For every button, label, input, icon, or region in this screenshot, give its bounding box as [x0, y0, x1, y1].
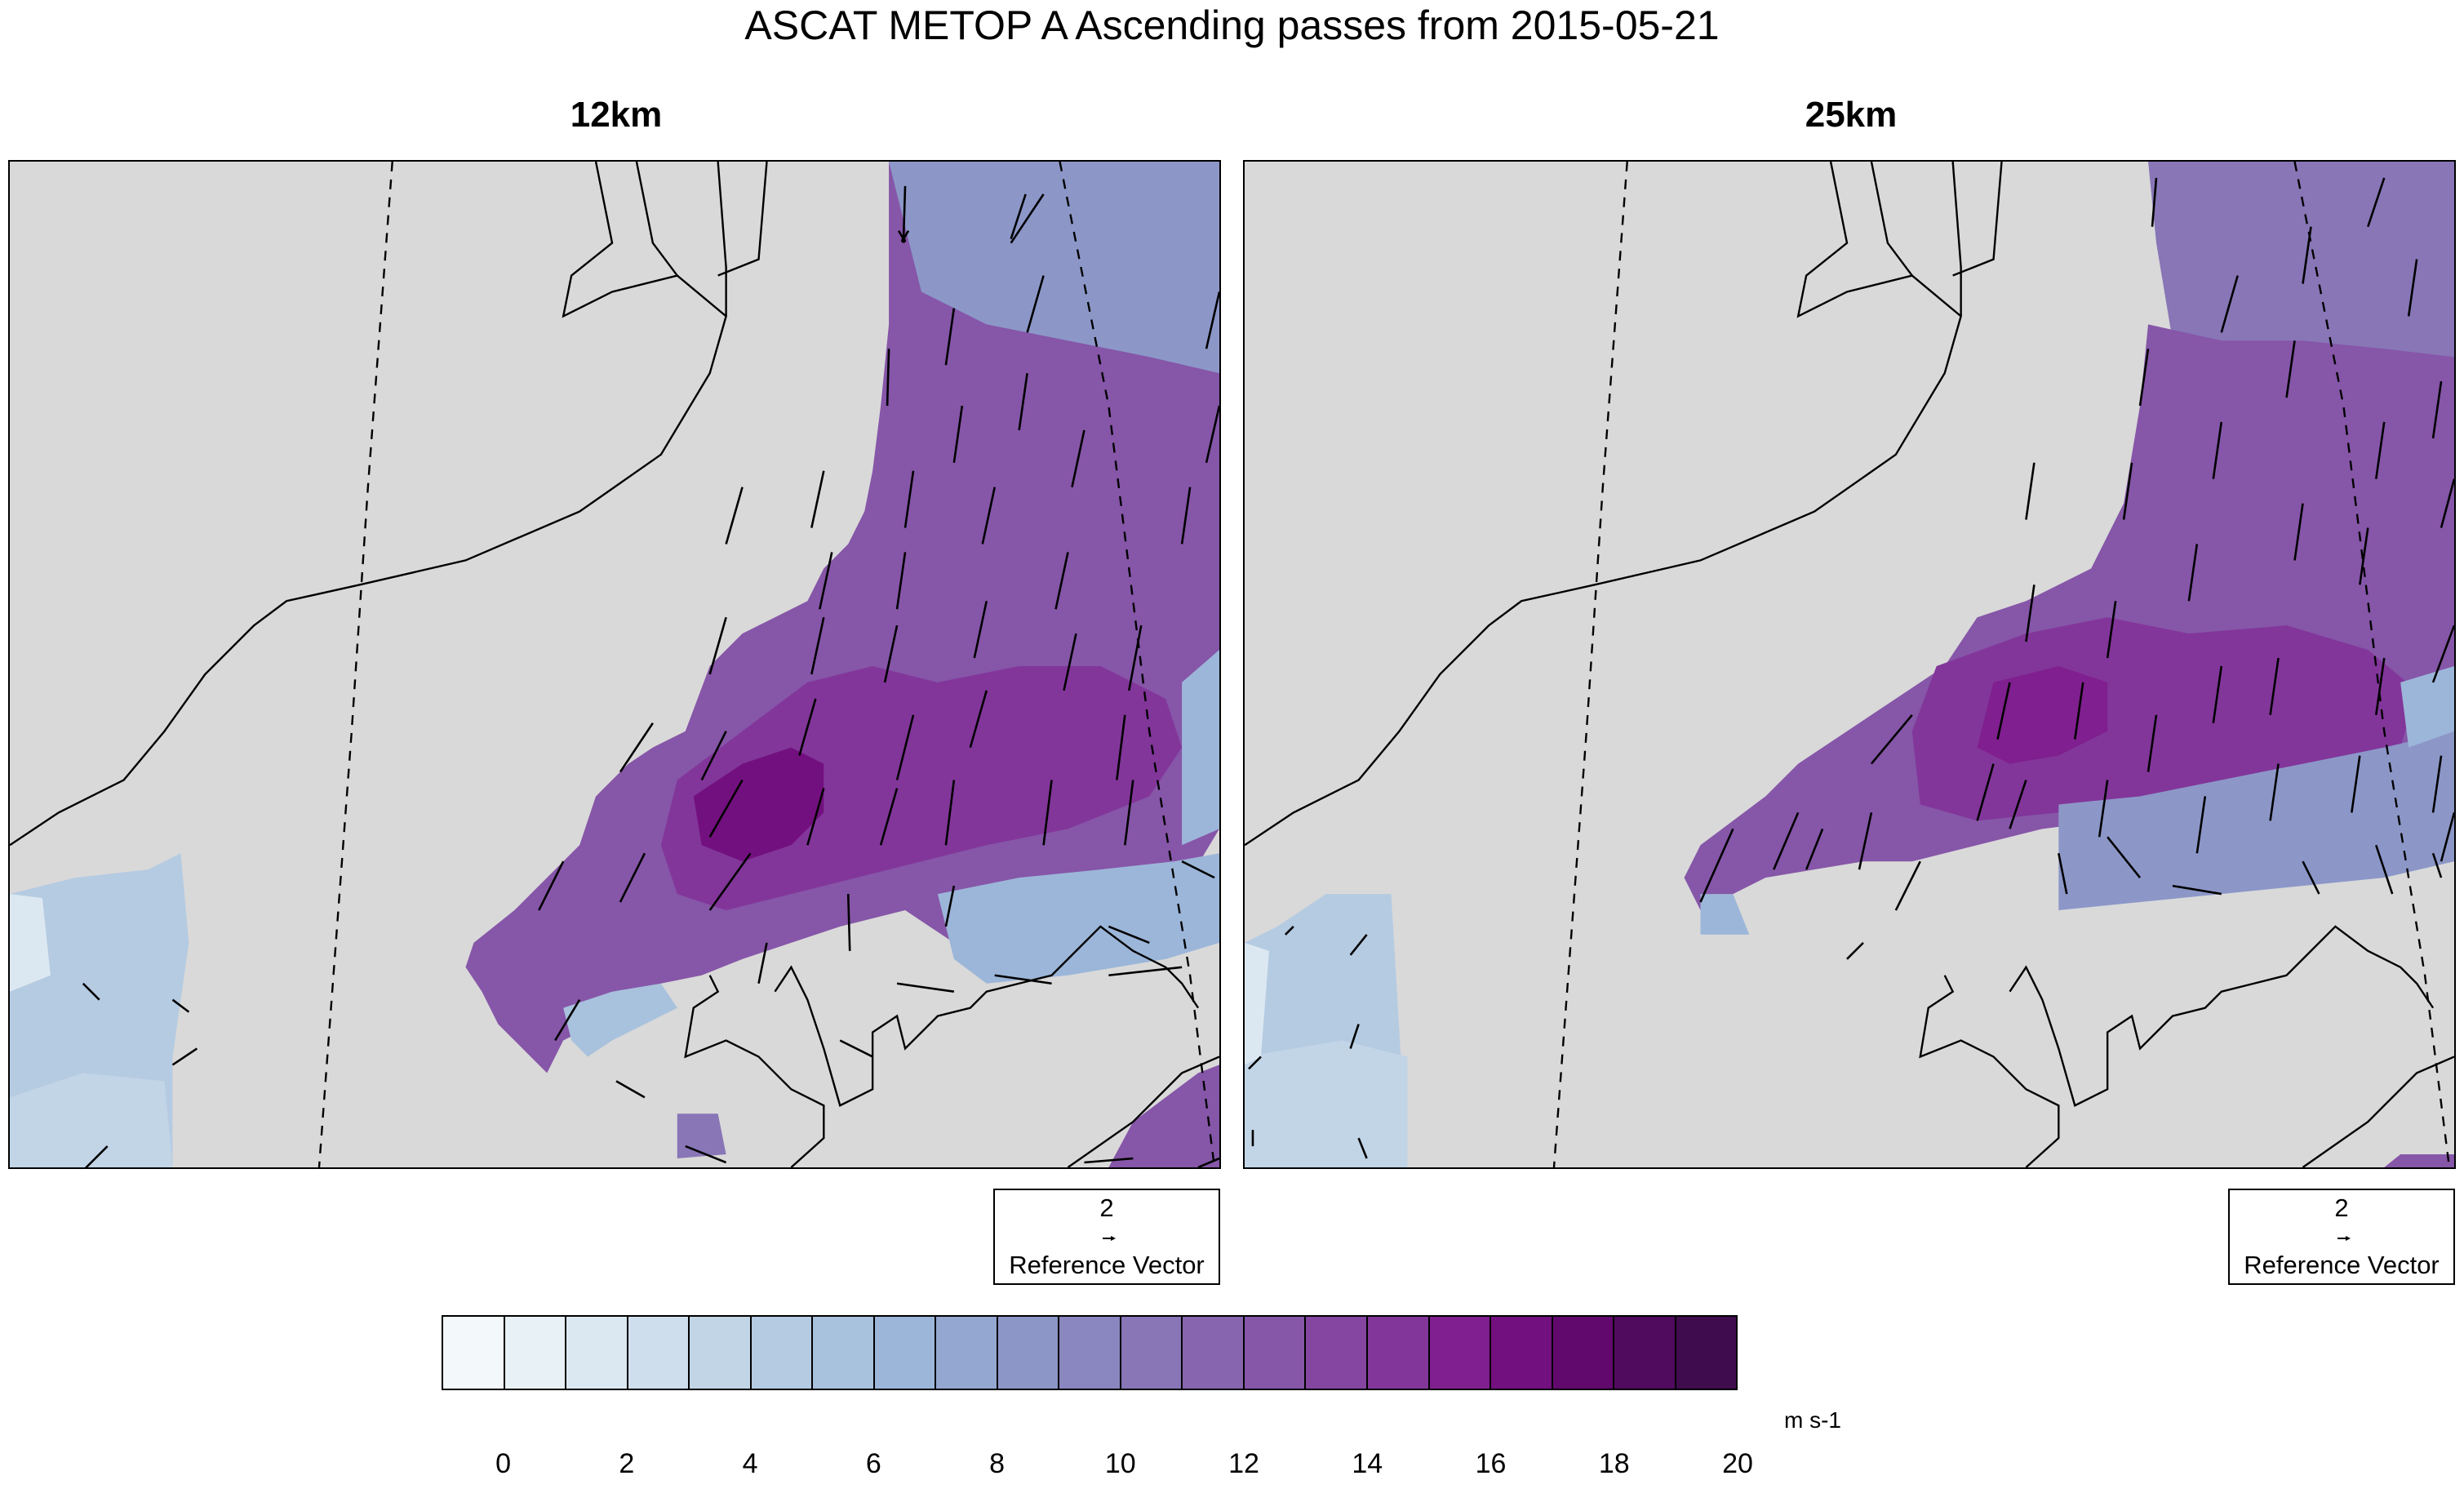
reference-arrow-icon [1103, 1236, 1116, 1241]
colorbar-cell [1676, 1317, 1737, 1389]
colorbar [442, 1315, 1738, 1390]
colorbar-cell [1306, 1317, 1368, 1389]
reference-vector-box-12km: 2 Reference Vector [993, 1189, 1220, 1285]
colorbar-tick-label: 8 [989, 1448, 1006, 1479]
reference-vector-value: 2 [2334, 1193, 2349, 1222]
wind-vector-heads-12km [901, 238, 907, 243]
colorbar-tick-label: 14 [1352, 1448, 1383, 1479]
wind-vectors-12km [82, 185, 1219, 1167]
wind-field-25km [1245, 162, 2454, 1167]
colorbar-cell [628, 1317, 690, 1389]
panel-title-25km: 25km [1805, 95, 1898, 135]
colorbar-cell [566, 1317, 628, 1389]
colorbar-cell [1059, 1317, 1121, 1389]
meridians-12km [317, 162, 1216, 1167]
colorbar-cell [1491, 1317, 1553, 1389]
wind-field-12km [10, 162, 1219, 1167]
colorbar-tick-label: 6 [865, 1448, 881, 1479]
map-12km-canvas [10, 162, 1219, 1167]
coastlines-12km [10, 162, 1219, 1167]
colorbar-cell [690, 1317, 752, 1389]
colorbar-cell [504, 1317, 567, 1389]
colorbar-tick-label: 0 [495, 1448, 512, 1479]
panel-title-12km: 12km [570, 95, 663, 135]
coastlines-25km [1245, 162, 2454, 1167]
colorbar-tick-label: 16 [1475, 1448, 1507, 1479]
colorbar-cell [1244, 1317, 1307, 1389]
reference-vector-box-25km: 2 Reference Vector [2228, 1189, 2455, 1285]
wind-vectors-25km [1248, 177, 2454, 1159]
reference-vector-value: 2 [1099, 1193, 1114, 1222]
colorbar-cell [874, 1317, 937, 1389]
colorbar-cell [936, 1317, 998, 1389]
colorbar-cell [1614, 1317, 1676, 1389]
colorbar-cell [813, 1317, 875, 1389]
map-25km [1243, 160, 2456, 1169]
colorbar-tick-label: 4 [742, 1448, 758, 1479]
colorbar-cell [443, 1317, 505, 1389]
colorbar-tick-label: 18 [1598, 1448, 1630, 1479]
colorbar-cell [1183, 1317, 1245, 1389]
colorbar-tick-label: 12 [1228, 1448, 1259, 1479]
colorbar-cell [751, 1317, 814, 1389]
colorbar-cell [1552, 1317, 1615, 1389]
colorbar-tick-label: 20 [1722, 1448, 1753, 1479]
meridians-25km [1552, 162, 2451, 1167]
figure-title: ASCAT METOP A Ascending passes from 2015… [744, 2, 1720, 48]
colorbar-cell [997, 1317, 1060, 1389]
colorbar-cell [1429, 1317, 1492, 1389]
colorbar-unit: m s-1 [1784, 1407, 1841, 1433]
colorbar-tick-label: 10 [1104, 1448, 1136, 1479]
colorbar-cell [1367, 1317, 1430, 1389]
map-12km [8, 160, 1221, 1169]
reference-vector-label: Reference Vector [1009, 1251, 1205, 1279]
reference-vector-label: Reference Vector [2244, 1251, 2440, 1279]
colorbar-cell [1121, 1317, 1183, 1389]
map-25km-canvas [1245, 162, 2454, 1167]
reference-arrow-icon [2337, 1236, 2351, 1241]
colorbar-tick-label: 2 [619, 1448, 635, 1479]
